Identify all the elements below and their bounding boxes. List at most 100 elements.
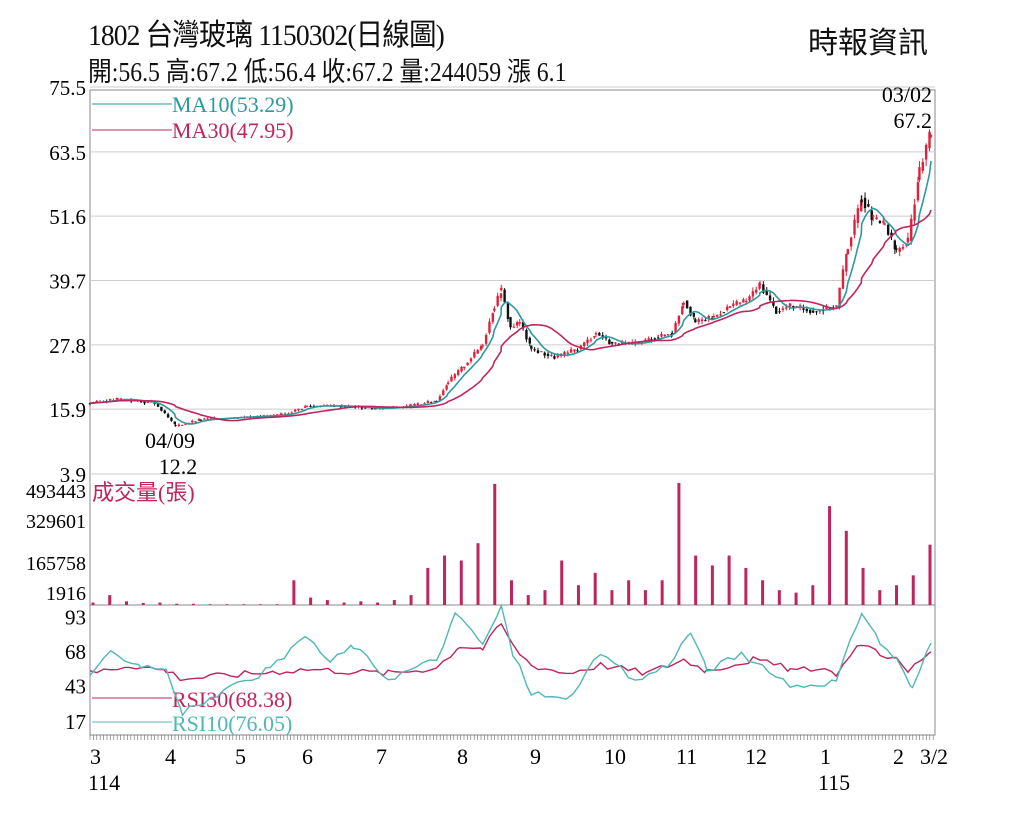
volume-bar xyxy=(811,585,815,605)
volume-bar xyxy=(576,585,580,605)
volume-bar xyxy=(895,585,899,605)
candle-body xyxy=(872,215,875,217)
candle-body xyxy=(469,358,473,362)
candle-body xyxy=(518,322,521,324)
candle-body xyxy=(423,403,426,405)
volume-bar xyxy=(242,604,246,605)
candle-body xyxy=(476,349,479,354)
candle-body xyxy=(488,321,491,333)
candle-body xyxy=(598,332,601,336)
candle-body xyxy=(312,405,316,407)
candle-body xyxy=(898,247,901,252)
ohlc-summary: 開:56.5 高:67.2 低:56.4 收:67.2 量:244059 漲 6… xyxy=(88,57,567,87)
volume-bar xyxy=(208,604,212,605)
candle-body xyxy=(528,337,531,344)
price-tick: 15.9 xyxy=(49,398,86,422)
candle-body xyxy=(370,407,374,410)
candle-body xyxy=(450,376,453,382)
candle-body xyxy=(815,311,818,313)
volume-bar xyxy=(744,567,748,605)
candle-body xyxy=(197,418,201,421)
candle-body xyxy=(835,305,838,307)
candle-body xyxy=(682,302,685,305)
candle-body xyxy=(818,310,822,312)
volume-bar xyxy=(342,602,346,605)
candle-body xyxy=(160,406,163,411)
candle-body xyxy=(139,401,143,403)
candle-body xyxy=(846,249,850,255)
candle-body xyxy=(496,295,499,306)
volume-bar xyxy=(108,595,112,605)
candle-body xyxy=(875,217,878,220)
ma30-line xyxy=(89,209,932,422)
annotation-date: 03/02 xyxy=(882,82,932,107)
candle-body xyxy=(143,401,146,404)
ma10-line xyxy=(89,160,932,425)
candle-body xyxy=(918,167,921,180)
candle-body xyxy=(748,296,751,301)
candle-body xyxy=(433,400,436,402)
candle-body xyxy=(694,319,697,323)
candle-body xyxy=(802,308,805,310)
candle-body xyxy=(177,424,181,426)
candle-body xyxy=(656,337,660,339)
candle-body xyxy=(924,144,928,160)
candle-body xyxy=(460,366,463,372)
candle-body xyxy=(184,423,187,425)
volume-bar xyxy=(225,604,229,605)
candle-body xyxy=(792,305,795,309)
price-tick: 39.7 xyxy=(49,270,86,294)
candle-body xyxy=(856,208,860,223)
volume-bar xyxy=(309,597,313,605)
candle-body xyxy=(546,353,550,356)
candle-body xyxy=(280,413,283,416)
candle-body xyxy=(506,303,510,319)
rsi-tick: 93 xyxy=(65,606,86,630)
candle-body xyxy=(726,306,729,310)
candle-body xyxy=(895,248,898,250)
price-tick: 51.6 xyxy=(49,205,86,229)
candle-body xyxy=(276,414,279,416)
month-label: 8 xyxy=(457,744,468,769)
volume-bar xyxy=(476,543,480,605)
candle-body xyxy=(166,414,170,418)
candle-body xyxy=(500,287,503,291)
candle-body xyxy=(762,284,765,293)
year-label: 114 xyxy=(88,770,120,795)
volume-bar xyxy=(175,603,179,605)
volume-bar xyxy=(459,560,463,605)
source-label: 時報資訊 xyxy=(808,27,928,60)
legend-label: MA10(53.29) xyxy=(172,92,294,117)
candle-body xyxy=(283,413,287,416)
candle-body xyxy=(867,204,870,207)
candle-body xyxy=(156,403,160,407)
candle-body xyxy=(890,232,893,237)
volume-bar xyxy=(493,483,497,605)
volume-bar xyxy=(526,595,530,605)
volume-bar xyxy=(359,601,363,605)
volume-bar xyxy=(191,603,195,605)
volume-label: 成交量(張) xyxy=(92,480,195,505)
candle-body xyxy=(910,218,913,242)
volume-bar xyxy=(158,602,162,605)
candle-body xyxy=(593,336,596,338)
candle-body xyxy=(811,310,815,313)
candle-body xyxy=(666,334,670,336)
price-tick: 27.8 xyxy=(49,334,86,358)
month-label: 7 xyxy=(376,744,387,769)
candle-body xyxy=(191,420,194,423)
candle-body xyxy=(929,135,933,137)
month-label: 5 xyxy=(235,744,246,769)
candle-body xyxy=(445,385,448,390)
month-label: 12 xyxy=(745,744,767,769)
month-label: 10 xyxy=(604,744,626,769)
candle-body xyxy=(863,197,867,209)
volume-bar xyxy=(593,572,597,605)
candle-body xyxy=(438,396,442,401)
candle-body xyxy=(525,329,528,340)
volume-bar xyxy=(275,604,279,605)
volume-bar xyxy=(928,544,932,605)
candle-body xyxy=(512,326,516,328)
volume-bar xyxy=(376,602,380,605)
candle-body xyxy=(742,299,745,303)
